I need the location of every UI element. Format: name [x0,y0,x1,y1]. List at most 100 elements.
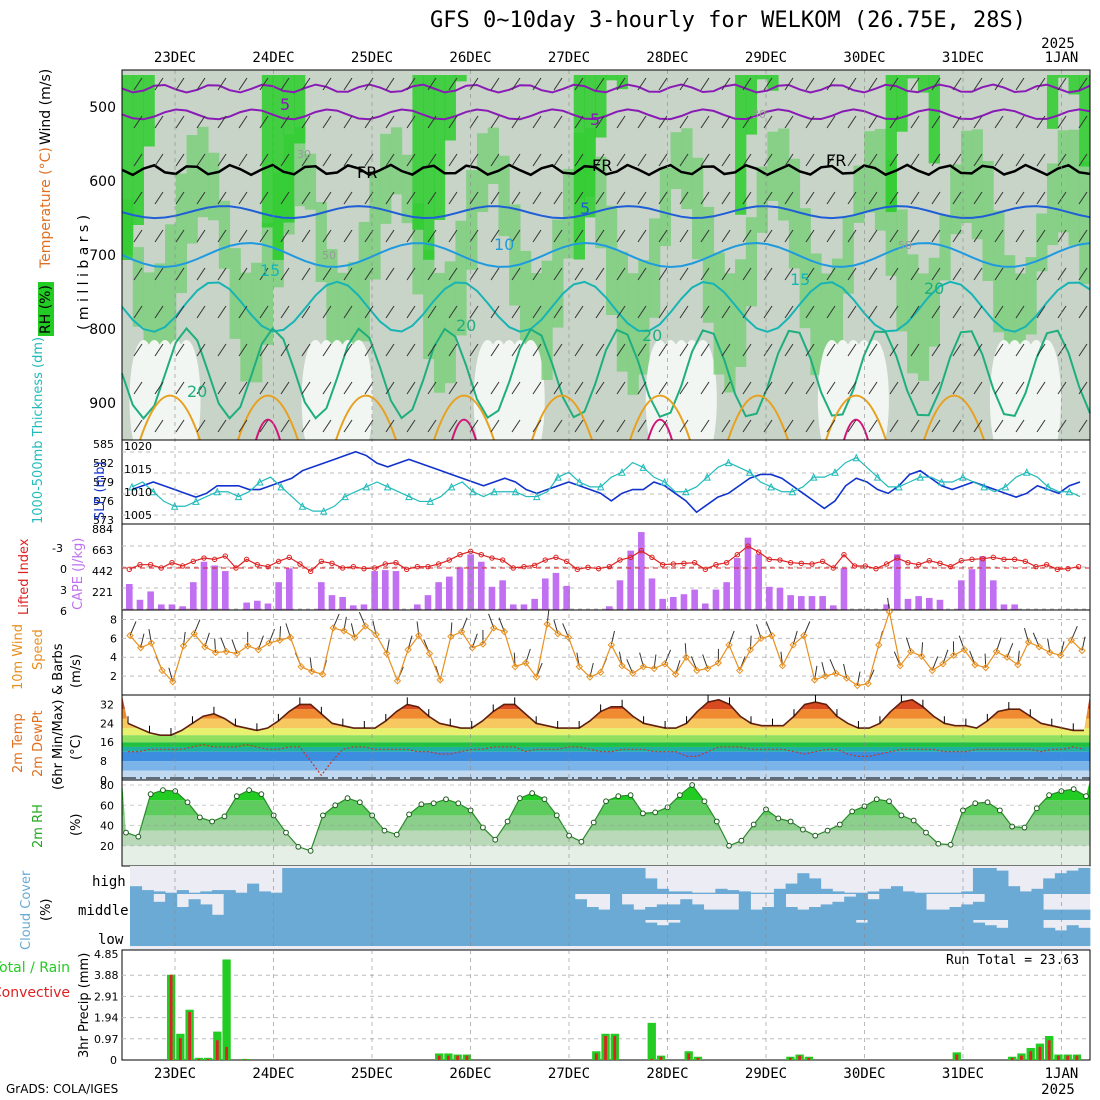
rh-marker [910,817,917,824]
wind-barb [322,77,332,91]
wind-barb [658,191,668,205]
wind-speed-marker [393,677,402,685]
wind-barb [217,77,227,91]
slp-right-tick: 1020 [124,440,152,453]
rh-saturated [767,75,779,91]
wind-barb [406,77,416,91]
cloud-bar-high [715,888,728,894]
rh-tick: 80 [100,779,114,792]
wind-speed-marker [554,629,562,638]
y-tick-label: 700 [89,248,116,264]
wind-barb [154,343,164,357]
cloud-bar-low [270,920,283,946]
cloud-bar-high [375,868,388,894]
rh-marker [898,812,905,819]
wind-speed-marker [810,676,819,684]
wind-barb [973,191,983,205]
wind-barb [910,419,920,433]
day-label-top: 31DEC [942,50,984,66]
wind-barb [826,115,836,129]
cloud-bar-high [785,883,798,894]
rh-marker [1021,824,1028,831]
wind-speed-marker [618,662,626,670]
thickness-marker [511,487,520,496]
wind-barb [763,229,773,243]
wind-barb [595,115,605,129]
y-tick-label: 600 [89,174,116,190]
wind-barb [259,267,269,281]
wind-speed-marker [629,669,637,677]
precip-convective-bar [613,1035,617,1060]
wind-speed-marker [265,639,273,647]
rh-saturated [132,75,145,225]
lifted-index-marker [542,557,549,563]
wind-speed-marker [725,641,733,649]
cape-bar [211,565,218,610]
cloud-bar-low [235,920,248,946]
wind-barb [196,115,206,129]
lifted-index-marker [883,561,890,567]
cloud-bar-middle [422,894,435,920]
precip-convective-bar [215,1040,219,1060]
temp-label-2: 2m DewPt [31,710,46,777]
rh-band [745,217,758,307]
lifted-index-marker [521,563,527,570]
cloud-bar-low [1066,925,1079,946]
cloud-bar-middle [949,907,962,920]
isotherm-30 [647,418,673,441]
wind-barb [910,115,920,129]
wind-barb [490,229,500,243]
rh-marker [504,818,511,825]
contour-label: FR [592,156,612,175]
rh-saturated [907,75,919,79]
wind-barb [784,115,794,129]
wind-barb [1057,381,1067,395]
wind-barb [280,191,290,205]
rh-band [692,157,704,260]
wind-barb [490,381,500,395]
wind-barb [637,419,647,433]
wind-barb [532,77,542,91]
rh-marker [541,796,548,803]
cloud-bar-low [610,920,623,946]
wind-barb [637,191,647,205]
wind-barb [616,343,626,357]
rh-band [444,261,456,384]
wind-barb [721,381,731,395]
wind-panel [121,609,1091,696]
cloud-bar-middle [539,894,552,920]
cloud-bar-high [211,890,225,894]
cloud-bar-middle [867,899,880,920]
lifted-index-marker [766,556,773,563]
rh-band [1068,129,1080,246]
cloud-bar-high [223,890,236,894]
wind-barb [1015,419,1025,433]
cloud-bar-low [469,920,482,946]
cloud-bar-high [235,892,248,894]
wind-barb [406,115,416,129]
wind-barb [994,115,1004,129]
cloud-label: Cloud Cover [19,870,34,950]
wind-label-1: 10m Wind [11,624,26,690]
wind-barb [595,153,605,167]
wind-barb [238,191,248,205]
cloud-bar-high [820,888,833,894]
wind-barb [238,267,248,281]
rh-marker [775,815,782,822]
cape-bar [179,606,186,610]
cloud-bar-low [293,920,307,946]
cloud-bar-low [539,920,552,946]
cloud-bar-middle [282,894,295,920]
wind-barb [931,381,941,395]
cloud-bar-middle [574,899,587,920]
rh-saturated [584,75,596,218]
rh-marker [295,843,302,850]
isotherm-25 [531,394,593,441]
thickness-marker [767,482,775,491]
cape-tick: 884 [92,523,113,536]
cloud-bar-middle [1043,909,1056,920]
cape-bar [200,561,208,610]
lifted-index-marker [1022,558,1029,565]
li-tick: 6 [60,605,67,618]
wind-barb [994,419,1004,433]
